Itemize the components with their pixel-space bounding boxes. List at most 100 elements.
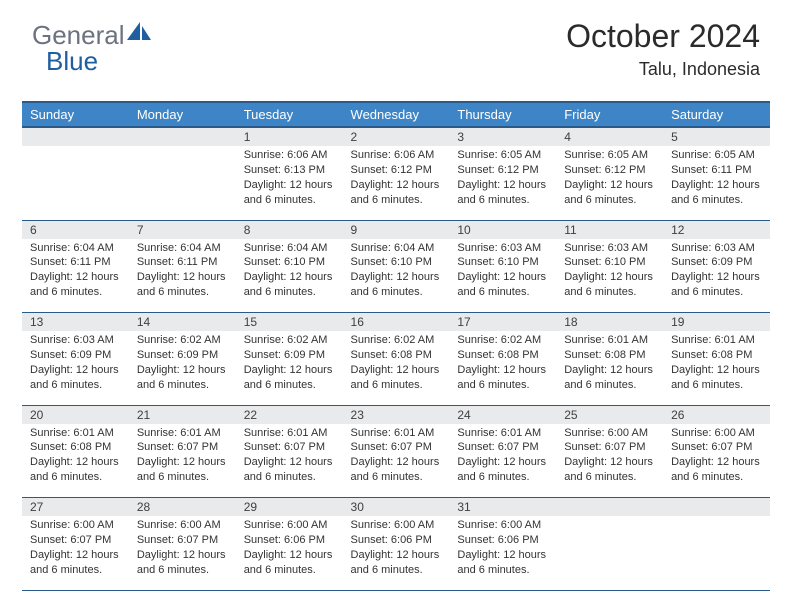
day-number-cell: 21 [129, 405, 236, 424]
day-details: Sunrise: 6:05 AMSunset: 6:12 PMDaylight:… [564, 148, 655, 207]
day-details: Sunrise: 6:05 AMSunset: 6:11 PMDaylight:… [671, 148, 762, 207]
day-content-cell: Sunrise: 6:04 AMSunset: 6:10 PMDaylight:… [343, 239, 450, 313]
day-content-row: Sunrise: 6:04 AMSunset: 6:11 PMDaylight:… [22, 239, 770, 313]
day-number-cell: 24 [449, 405, 556, 424]
day-number-cell [663, 498, 770, 517]
day-content-cell [22, 146, 129, 220]
day-details: Sunrise: 6:03 AMSunset: 6:10 PMDaylight:… [564, 241, 655, 300]
day-content-cell: Sunrise: 6:02 AMSunset: 6:08 PMDaylight:… [343, 331, 450, 405]
day-content-cell: Sunrise: 6:05 AMSunset: 6:12 PMDaylight:… [449, 146, 556, 220]
day-number-cell: 16 [343, 313, 450, 332]
day-number-row: 13141516171819 [22, 313, 770, 332]
day-details: Sunrise: 6:04 AMSunset: 6:11 PMDaylight:… [137, 241, 228, 300]
day-number-cell: 6 [22, 220, 129, 239]
day-content-row: Sunrise: 6:00 AMSunset: 6:07 PMDaylight:… [22, 516, 770, 590]
day-number-cell: 31 [449, 498, 556, 517]
day-number-cell: 25 [556, 405, 663, 424]
day-number-cell: 5 [663, 127, 770, 146]
day-details: Sunrise: 6:01 AMSunset: 6:07 PMDaylight:… [137, 426, 228, 485]
day-content-cell: Sunrise: 6:03 AMSunset: 6:09 PMDaylight:… [663, 239, 770, 313]
day-content-cell: Sunrise: 6:01 AMSunset: 6:08 PMDaylight:… [663, 331, 770, 405]
day-content-cell: Sunrise: 6:00 AMSunset: 6:07 PMDaylight:… [663, 424, 770, 498]
location-label: Talu, Indonesia [566, 59, 760, 80]
day-details: Sunrise: 6:02 AMSunset: 6:09 PMDaylight:… [244, 333, 335, 392]
day-content-cell: Sunrise: 6:00 AMSunset: 6:06 PMDaylight:… [236, 516, 343, 590]
day-content-cell: Sunrise: 6:03 AMSunset: 6:10 PMDaylight:… [449, 239, 556, 313]
day-content-cell: Sunrise: 6:01 AMSunset: 6:07 PMDaylight:… [236, 424, 343, 498]
day-details: Sunrise: 6:00 AMSunset: 6:06 PMDaylight:… [351, 518, 442, 577]
day-details: Sunrise: 6:05 AMSunset: 6:12 PMDaylight:… [457, 148, 548, 207]
day-number-cell: 19 [663, 313, 770, 332]
weekday-header: Tuesday [236, 102, 343, 127]
day-details: Sunrise: 6:00 AMSunset: 6:07 PMDaylight:… [30, 518, 121, 577]
day-details: Sunrise: 6:02 AMSunset: 6:09 PMDaylight:… [137, 333, 228, 392]
day-details: Sunrise: 6:03 AMSunset: 6:09 PMDaylight:… [671, 241, 762, 300]
day-number-cell: 26 [663, 405, 770, 424]
day-details: Sunrise: 6:02 AMSunset: 6:08 PMDaylight:… [457, 333, 548, 392]
day-content-cell: Sunrise: 6:02 AMSunset: 6:09 PMDaylight:… [236, 331, 343, 405]
day-number-cell: 22 [236, 405, 343, 424]
day-number-cell: 15 [236, 313, 343, 332]
weekday-header: Thursday [449, 102, 556, 127]
header-right: October 2024 Talu, Indonesia [566, 18, 760, 80]
day-number-cell: 17 [449, 313, 556, 332]
day-content-cell: Sunrise: 6:04 AMSunset: 6:10 PMDaylight:… [236, 239, 343, 313]
logo-text-blue: Blue [46, 46, 98, 77]
weekday-header: Wednesday [343, 102, 450, 127]
day-number-row: 12345 [22, 127, 770, 146]
day-number-cell: 28 [129, 498, 236, 517]
day-number-row: 2728293031 [22, 498, 770, 517]
day-content-cell: Sunrise: 6:00 AMSunset: 6:07 PMDaylight:… [129, 516, 236, 590]
day-number-cell: 2 [343, 127, 450, 146]
day-number-cell: 20 [22, 405, 129, 424]
month-title: October 2024 [566, 18, 760, 55]
weekday-header: Friday [556, 102, 663, 127]
weekday-header-row: SundayMondayTuesdayWednesdayThursdayFrid… [22, 102, 770, 127]
day-details: Sunrise: 6:00 AMSunset: 6:06 PMDaylight:… [457, 518, 548, 577]
day-content-cell: Sunrise: 6:04 AMSunset: 6:11 PMDaylight:… [129, 239, 236, 313]
day-number-cell: 11 [556, 220, 663, 239]
day-number-cell: 27 [22, 498, 129, 517]
day-details: Sunrise: 6:04 AMSunset: 6:10 PMDaylight:… [244, 241, 335, 300]
day-details: Sunrise: 6:04 AMSunset: 6:10 PMDaylight:… [351, 241, 442, 300]
day-details: Sunrise: 6:00 AMSunset: 6:07 PMDaylight:… [137, 518, 228, 577]
day-content-cell: Sunrise: 6:00 AMSunset: 6:07 PMDaylight:… [556, 424, 663, 498]
day-number-cell: 13 [22, 313, 129, 332]
day-details: Sunrise: 6:00 AMSunset: 6:07 PMDaylight:… [671, 426, 762, 485]
day-number-cell: 8 [236, 220, 343, 239]
day-number-cell: 18 [556, 313, 663, 332]
day-details: Sunrise: 6:01 AMSunset: 6:07 PMDaylight:… [457, 426, 548, 485]
day-content-cell: Sunrise: 6:00 AMSunset: 6:06 PMDaylight:… [343, 516, 450, 590]
day-content-cell: Sunrise: 6:06 AMSunset: 6:13 PMDaylight:… [236, 146, 343, 220]
day-details: Sunrise: 6:03 AMSunset: 6:10 PMDaylight:… [457, 241, 548, 300]
day-number-cell [129, 127, 236, 146]
calendar-table: SundayMondayTuesdayWednesdayThursdayFrid… [22, 101, 770, 591]
weekday-header: Sunday [22, 102, 129, 127]
weekday-header: Monday [129, 102, 236, 127]
day-content-cell: Sunrise: 6:01 AMSunset: 6:07 PMDaylight:… [129, 424, 236, 498]
day-number-cell: 12 [663, 220, 770, 239]
day-details: Sunrise: 6:06 AMSunset: 6:13 PMDaylight:… [244, 148, 335, 207]
day-content-cell: Sunrise: 6:05 AMSunset: 6:12 PMDaylight:… [556, 146, 663, 220]
day-content-row: Sunrise: 6:06 AMSunset: 6:13 PMDaylight:… [22, 146, 770, 220]
day-number-cell: 23 [343, 405, 450, 424]
day-details: Sunrise: 6:01 AMSunset: 6:07 PMDaylight:… [351, 426, 442, 485]
day-content-cell: Sunrise: 6:01 AMSunset: 6:07 PMDaylight:… [449, 424, 556, 498]
day-number-cell: 30 [343, 498, 450, 517]
day-details: Sunrise: 6:01 AMSunset: 6:08 PMDaylight:… [671, 333, 762, 392]
day-content-cell: Sunrise: 6:03 AMSunset: 6:10 PMDaylight:… [556, 239, 663, 313]
day-number-cell: 10 [449, 220, 556, 239]
day-content-cell: Sunrise: 6:02 AMSunset: 6:08 PMDaylight:… [449, 331, 556, 405]
day-number-cell: 29 [236, 498, 343, 517]
day-content-cell: Sunrise: 6:02 AMSunset: 6:09 PMDaylight:… [129, 331, 236, 405]
day-details: Sunrise: 6:01 AMSunset: 6:07 PMDaylight:… [244, 426, 335, 485]
day-details: Sunrise: 6:01 AMSunset: 6:08 PMDaylight:… [564, 333, 655, 392]
day-number-cell: 3 [449, 127, 556, 146]
day-number-cell: 7 [129, 220, 236, 239]
day-content-cell: Sunrise: 6:01 AMSunset: 6:08 PMDaylight:… [22, 424, 129, 498]
day-details: Sunrise: 6:00 AMSunset: 6:07 PMDaylight:… [564, 426, 655, 485]
day-content-cell [556, 516, 663, 590]
day-content-row: Sunrise: 6:03 AMSunset: 6:09 PMDaylight:… [22, 331, 770, 405]
day-details: Sunrise: 6:03 AMSunset: 6:09 PMDaylight:… [30, 333, 121, 392]
day-number-row: 6789101112 [22, 220, 770, 239]
